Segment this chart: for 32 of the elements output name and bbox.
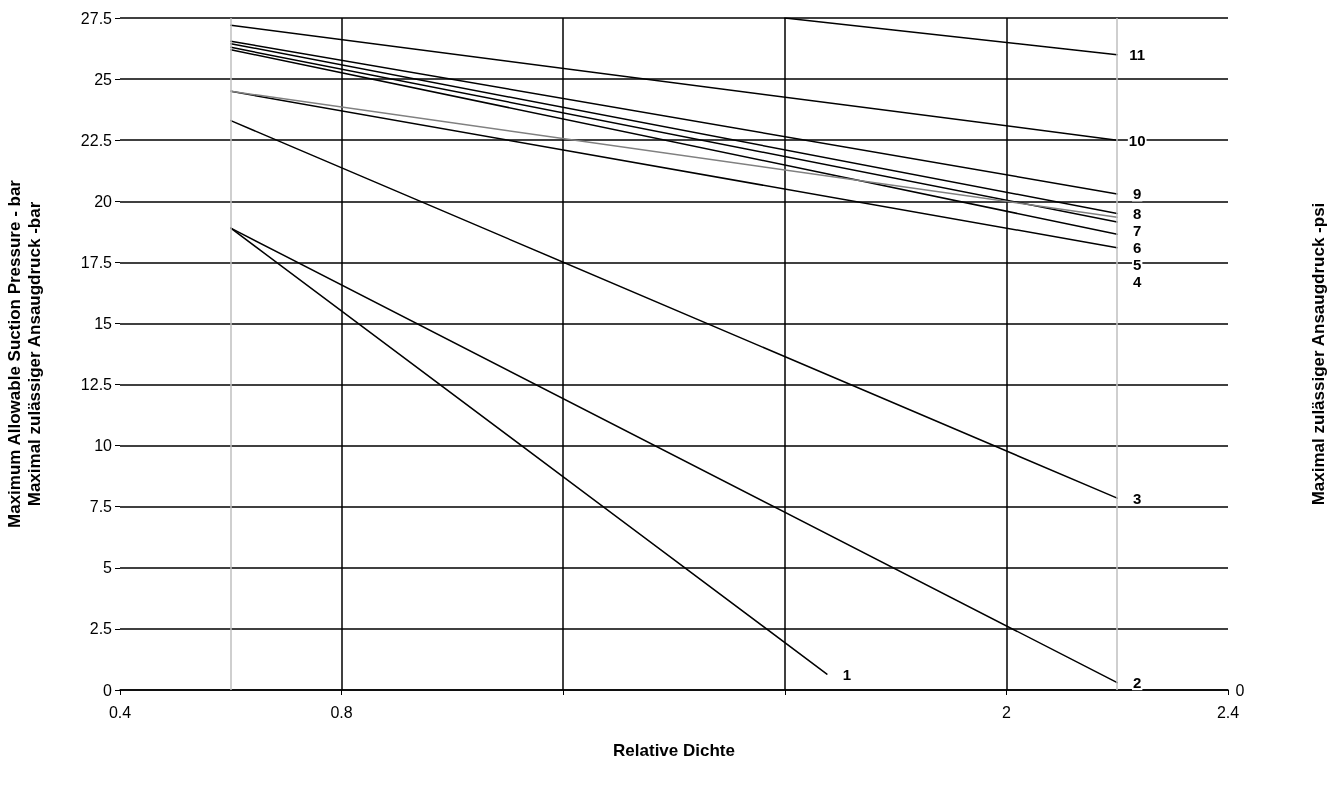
- series-label: 8: [1133, 204, 1142, 222]
- x-axis-title: Relative Dichte: [613, 741, 735, 760]
- series-label: 6: [1133, 238, 1142, 256]
- y2-axis-title: Maximal zulässiger Ansaugdruck -psi: [1308, 202, 1328, 506]
- y-tick-label: 7.5: [89, 498, 113, 516]
- y-axis-title: Maximal zulässiger Ansaugdruck -bar: [24, 201, 44, 507]
- y-tick-label: 22.5: [80, 131, 113, 149]
- text: 0: [1235, 681, 1245, 699]
- y-tick-label: 20: [94, 192, 113, 210]
- y-tick-label: 15: [94, 314, 113, 332]
- y-tick-label: 17.5: [80, 253, 113, 271]
- y-tick-label: 25: [94, 70, 113, 88]
- y-tick-label: 27.5: [80, 9, 113, 27]
- text: Maximum Allowable Suction Pressure - bar: [4, 179, 24, 528]
- x-tick-label: 2.4: [1216, 703, 1240, 721]
- x-tick-label: 2: [1001, 703, 1011, 721]
- y-tick-label: 2.5: [89, 620, 113, 638]
- x-tick-label: 0.4: [108, 703, 132, 721]
- series-label: 9: [1133, 185, 1142, 203]
- series-label: 4: [1133, 272, 1143, 290]
- series-label: 11: [1129, 46, 1146, 64]
- series-label: 3: [1133, 489, 1142, 507]
- series-label: 5: [1133, 255, 1142, 273]
- y-tick-label: 10: [94, 437, 113, 455]
- series-label: 2: [1133, 674, 1142, 692]
- series-label: 1: [842, 665, 852, 683]
- x-tick-label: 0.8: [330, 703, 353, 721]
- y-tick-label: 12.5: [80, 376, 113, 394]
- y-tick-label: 5: [103, 559, 113, 577]
- series-label: 10: [1128, 131, 1146, 149]
- y-tick-label: 0: [103, 681, 113, 699]
- series-label: 7: [1133, 221, 1142, 239]
